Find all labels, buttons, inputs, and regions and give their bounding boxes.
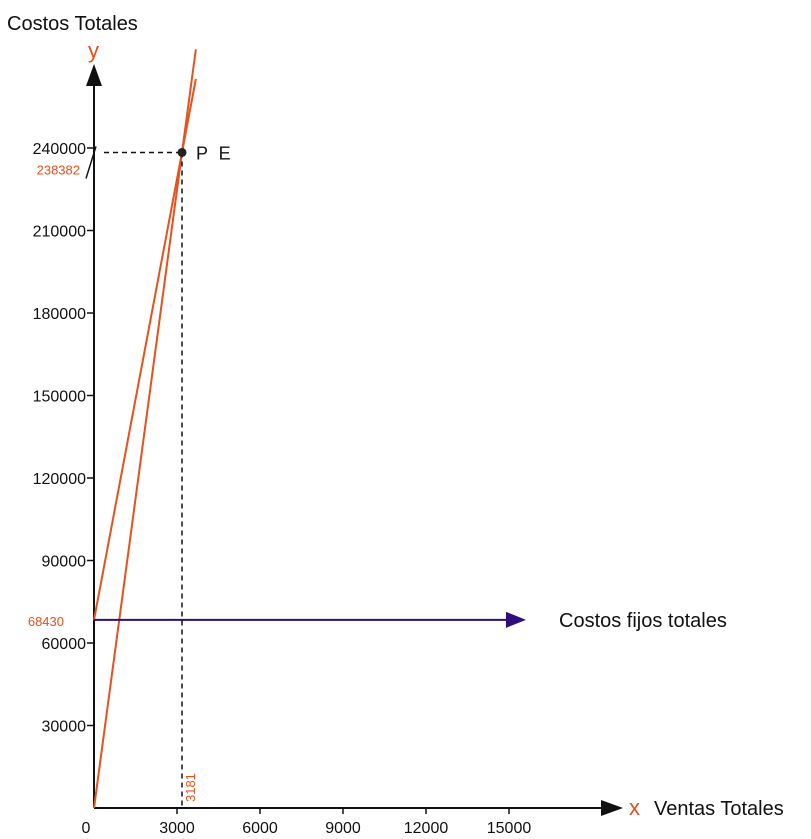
break-even-point — [177, 147, 187, 157]
x-tick-label: 15000 — [487, 820, 532, 837]
fixed-cost-annotation: Costos fijos totales — [559, 610, 727, 632]
x-tick-label: 3000 — [159, 820, 195, 837]
y-tick-label: 90000 — [42, 554, 87, 571]
y-axis-letter: y — [88, 38, 99, 63]
y-tick-label: 240000 — [33, 141, 86, 158]
y-tick-label: 210000 — [33, 224, 86, 241]
break-even-x-label: 3181 — [183, 773, 198, 802]
y-tick-label: 120000 — [33, 471, 86, 488]
x-origin-label: 0 — [82, 820, 91, 837]
y-tick-label: 150000 — [33, 389, 86, 406]
y-tick-label: 60000 — [42, 636, 87, 653]
y-tick-label: 180000 — [33, 306, 86, 323]
x-axis-title: Ventas Totales — [654, 798, 784, 820]
y-tick-label: 30000 — [42, 719, 87, 736]
annotation-layer: 68430 Costos fijos totales P E 238382 3181 — [28, 143, 727, 808]
x-tick-label: 12000 — [404, 820, 449, 837]
break-even-label: P E — [196, 143, 234, 163]
x-axis-arrowhead — [601, 800, 623, 816]
fixed-cost-value-label: 68430 — [28, 614, 64, 629]
x-axis-letter: x — [629, 795, 640, 820]
fixed-cost-arrowhead — [506, 611, 526, 628]
x-tick-label: 6000 — [242, 820, 278, 837]
x-tick-label: 9000 — [325, 820, 361, 837]
tick-layer: 3000060000900001200001500001800002100002… — [33, 141, 532, 837]
y-axis-arrowhead — [86, 64, 102, 86]
series-layer — [93, 49, 197, 809]
sales-line — [93, 49, 197, 809]
break-even-leader — [85, 146, 97, 179]
y-axis-title: Costos Totales — [7, 13, 138, 35]
break-even-y-label: 238382 — [37, 162, 80, 177]
